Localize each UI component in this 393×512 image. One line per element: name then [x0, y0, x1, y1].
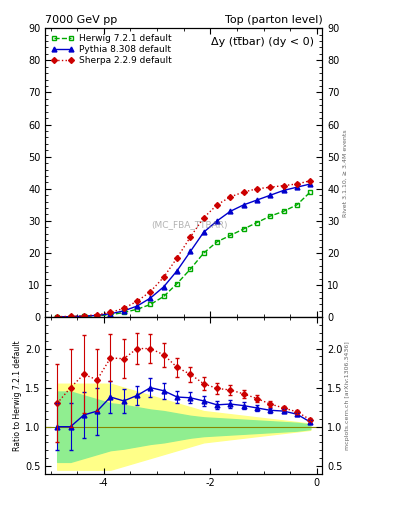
Sherpa 2.2.9 default	[281, 182, 286, 188]
Pythia 8.308 default	[188, 248, 193, 254]
Y-axis label: mcplots.cern.ch [arXiv:1306.3436]: mcplots.cern.ch [arXiv:1306.3436]	[345, 341, 350, 450]
Herwig 7.2.1 default	[215, 239, 219, 245]
Sherpa 2.2.9 default	[148, 289, 153, 295]
Herwig 7.2.1 default	[108, 312, 113, 318]
Line: Pythia 8.308 default: Pythia 8.308 default	[55, 182, 313, 319]
Line: Sherpa 2.2.9 default: Sherpa 2.2.9 default	[55, 179, 312, 319]
Pythia 8.308 default	[162, 284, 166, 290]
Herwig 7.2.1 default	[295, 202, 299, 208]
Y-axis label: Rivet 3.1.10, ≥ 3.4M events: Rivet 3.1.10, ≥ 3.4M events	[342, 129, 347, 217]
Herwig 7.2.1 default	[162, 293, 166, 300]
Herwig 7.2.1 default	[281, 208, 286, 215]
Sherpa 2.2.9 default	[135, 298, 140, 304]
Sherpa 2.2.9 default	[175, 255, 180, 261]
Text: Top (parton level): Top (parton level)	[224, 14, 322, 25]
Pythia 8.308 default	[268, 192, 273, 198]
Sherpa 2.2.9 default	[188, 234, 193, 240]
Sherpa 2.2.9 default	[215, 202, 219, 208]
Sherpa 2.2.9 default	[95, 312, 99, 318]
Herwig 7.2.1 default	[228, 232, 233, 239]
Herwig 7.2.1 default	[95, 313, 99, 319]
Pythia 8.308 default	[255, 197, 259, 203]
Herwig 7.2.1 default	[55, 314, 60, 320]
Pythia 8.308 default	[175, 268, 180, 274]
Herwig 7.2.1 default	[255, 220, 259, 226]
Pythia 8.308 default	[201, 229, 206, 235]
Pythia 8.308 default	[121, 308, 126, 314]
Pythia 8.308 default	[295, 184, 299, 190]
Sherpa 2.2.9 default	[55, 313, 60, 319]
Pythia 8.308 default	[68, 313, 73, 319]
Text: 7000 GeV pp: 7000 GeV pp	[45, 14, 118, 25]
Pythia 8.308 default	[228, 208, 233, 215]
Herwig 7.2.1 default	[68, 313, 73, 319]
Sherpa 2.2.9 default	[228, 194, 233, 200]
Text: (MC_FBA_TTBAR): (MC_FBA_TTBAR)	[151, 220, 228, 229]
Herwig 7.2.1 default	[175, 281, 180, 287]
Pythia 8.308 default	[148, 295, 153, 301]
Sherpa 2.2.9 default	[121, 305, 126, 311]
Herwig 7.2.1 default	[268, 213, 273, 219]
Herwig 7.2.1 default	[241, 226, 246, 232]
Herwig 7.2.1 default	[81, 313, 86, 319]
Herwig 7.2.1 default	[308, 189, 312, 195]
Line: Herwig 7.2.1 default: Herwig 7.2.1 default	[55, 189, 313, 319]
Sherpa 2.2.9 default	[68, 313, 73, 319]
Sherpa 2.2.9 default	[108, 309, 113, 315]
Pythia 8.308 default	[55, 314, 60, 320]
Text: Δy (tt̅bar) (dy < 0): Δy (tt̅bar) (dy < 0)	[211, 37, 314, 47]
Pythia 8.308 default	[281, 187, 286, 194]
Pythia 8.308 default	[215, 218, 219, 224]
Pythia 8.308 default	[95, 312, 99, 318]
Pythia 8.308 default	[108, 311, 113, 317]
Pythia 8.308 default	[241, 202, 246, 208]
Herwig 7.2.1 default	[148, 302, 153, 308]
Herwig 7.2.1 default	[135, 306, 140, 312]
Sherpa 2.2.9 default	[162, 274, 166, 280]
Sherpa 2.2.9 default	[241, 189, 246, 195]
Sherpa 2.2.9 default	[81, 313, 86, 319]
Pythia 8.308 default	[81, 313, 86, 319]
Sherpa 2.2.9 default	[255, 186, 259, 192]
Herwig 7.2.1 default	[121, 309, 126, 315]
Herwig 7.2.1 default	[201, 250, 206, 256]
Sherpa 2.2.9 default	[295, 181, 299, 187]
Herwig 7.2.1 default	[188, 266, 193, 272]
Pythia 8.308 default	[135, 303, 140, 309]
Y-axis label: Ratio to Herwig 7.2.1 default: Ratio to Herwig 7.2.1 default	[13, 340, 22, 451]
Sherpa 2.2.9 default	[308, 178, 312, 184]
Sherpa 2.2.9 default	[201, 215, 206, 221]
Legend: Herwig 7.2.1 default, Pythia 8.308 default, Sherpa 2.2.9 default: Herwig 7.2.1 default, Pythia 8.308 defau…	[50, 33, 173, 67]
Pythia 8.308 default	[308, 181, 312, 187]
Sherpa 2.2.9 default	[268, 184, 273, 190]
